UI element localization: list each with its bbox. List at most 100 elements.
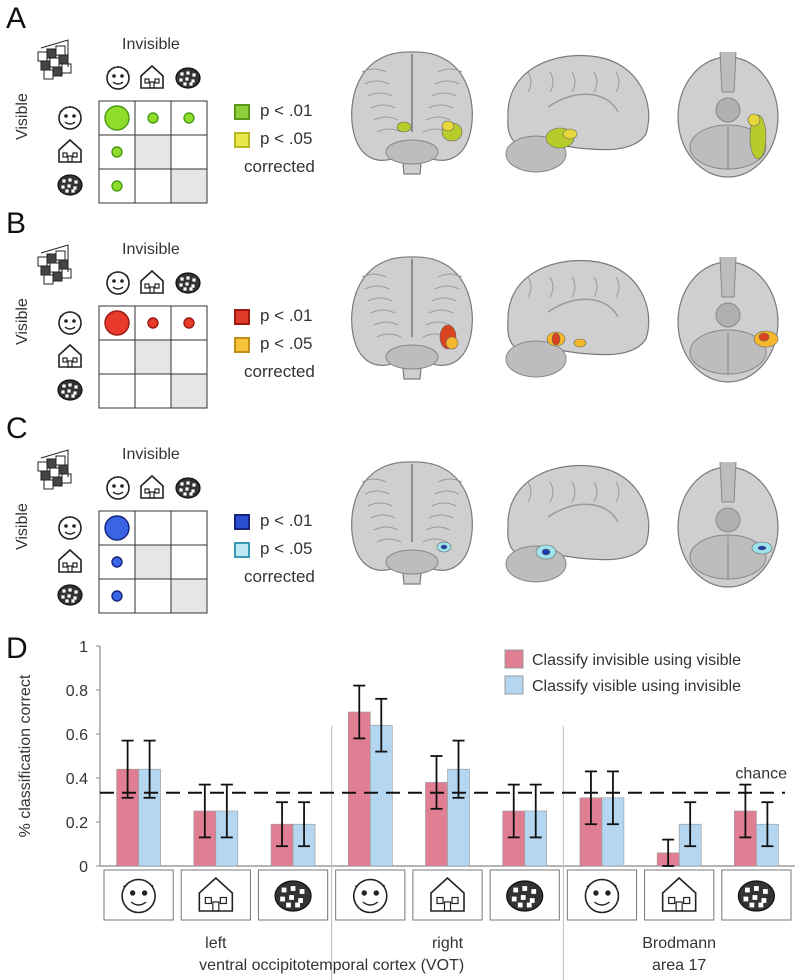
row-house-icon [58,548,82,573]
legend-swatch [504,649,524,669]
y-tick-label: 0.8 [66,683,88,700]
corrected-label: corrected [244,157,315,176]
vot-label: ventral occipitotemporal cortex (VOT) [199,957,464,974]
face-icon [352,878,388,914]
panel-letter: B [6,207,27,240]
brain-sagittal-view [505,54,650,173]
column-face-icon [106,271,130,295]
chance-label: chance [735,766,787,783]
error-bar [276,801,289,848]
matrix-dot [147,112,159,124]
matrix-dot [111,146,123,158]
brain-coronal-view [351,51,473,175]
corrected-label: corrected [244,567,315,586]
matrix-dot [104,515,130,541]
significance-matrix [98,305,208,409]
matrix-dot [104,105,130,131]
matrix-dot [111,180,123,192]
group-label: right [432,935,464,952]
row-face-icon [58,516,82,540]
house-icon [661,876,697,912]
y-tick-label: 1 [79,639,88,656]
panel-graphics [37,449,779,614]
group-label: Brodmann [642,935,716,952]
stimulus-cube-icon [37,449,72,490]
row-scrambled-icon [57,584,83,606]
brain-axial-view [677,51,779,178]
y-tick-label: 0.6 [66,727,88,744]
matrix-dot [183,112,195,124]
error-bar [662,838,675,867]
invisible-axis-label: Invisible [122,446,180,463]
row-scrambled-icon [57,174,83,196]
error-bar [430,755,443,810]
error-bar [761,801,774,848]
brain-sagittal-view [505,464,650,583]
error-bar [353,684,366,740]
legend-label: p < .05 [260,334,313,353]
column-house-icon [140,64,164,89]
invisible-axis-label: Invisible [122,241,180,258]
legend-swatch [234,104,250,120]
error-bar [507,783,520,839]
panel-letter-d: D [6,632,28,665]
legend-label: Classify invisible using visible [532,652,741,669]
panel-letter: C [6,412,28,445]
y-tick-label: 0.2 [66,815,88,832]
y-tick-label: 0 [79,859,88,876]
legend-label: p < .01 [260,101,313,120]
house-icon [430,876,465,912]
column-scrambled-icon [175,272,201,294]
matrix-dot [111,590,123,602]
brain-axial-view [677,256,779,383]
error-bar [220,783,233,839]
column-scrambled-icon [175,67,201,89]
panel-graphics [37,39,779,204]
panel-a: A Invisible Visible p < .01 p < .05 corrected [0,0,800,205]
stimulus-cube-icon [37,244,72,285]
matrix-dot [147,317,159,329]
significance-matrix [98,510,208,614]
legend-label: Classify visible using invisible [532,678,741,695]
error-bar [584,770,597,826]
corrected-label: corrected [244,362,315,381]
matrix-dot [104,310,130,336]
error-bar [298,801,311,848]
y-axis-label: % classification correct [17,674,34,837]
stimulus-cube-icon [37,39,72,80]
error-bar [143,739,156,799]
significance-matrix [98,100,208,204]
panel-graphics [37,244,779,409]
legend-swatch [504,675,524,695]
column-scrambled-icon [175,477,201,499]
legend-swatch [234,337,250,353]
error-bar [452,739,465,799]
group-label: left [205,935,227,952]
column-face-icon [106,476,130,500]
matrix-dot [183,317,195,329]
panel-c: C Invisible Visible p < .01 p < .05 corrected [0,410,800,615]
brain-coronal-view [351,256,473,380]
row-face-icon [58,311,82,335]
error-bar [606,770,619,826]
legend-label: p < .05 [260,129,313,148]
brain-axial-view [677,461,779,588]
row-scrambled-icon [57,379,83,401]
panel-b: B Invisible Visible p < .01 p < .05 corrected [0,205,800,410]
y-tick-label: 0.4 [66,771,88,788]
scrambled-icon [506,880,544,912]
column-house-icon [140,474,164,499]
error-bar [529,783,542,839]
legend-swatch [234,132,250,148]
legend-label: p < .05 [260,539,313,558]
scrambled-icon [274,880,312,912]
legend-swatch [234,514,250,530]
house-icon [198,876,234,912]
error-bar [198,783,211,839]
group-label-line2: area 17 [652,957,706,974]
column-house-icon [140,269,164,294]
panel-letter: A [6,2,27,35]
legend-swatch [234,309,250,325]
error-bar [684,801,697,848]
row-house-icon [58,343,82,368]
